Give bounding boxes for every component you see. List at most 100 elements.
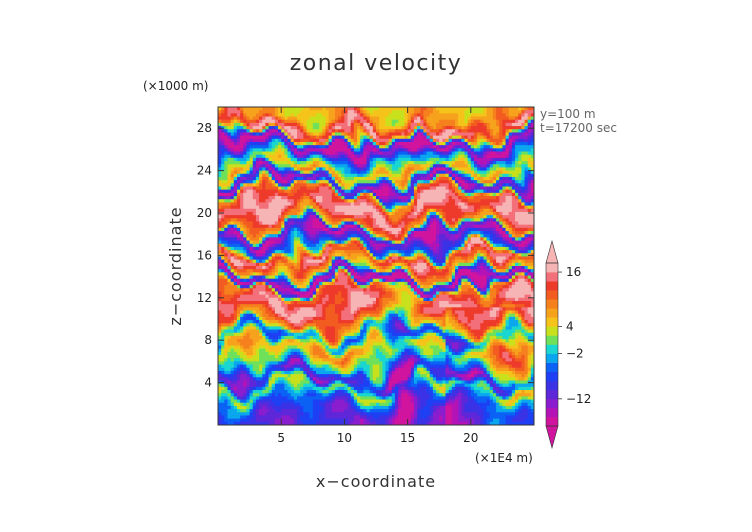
heatmap-cell (350, 154, 355, 159)
heatmap-cell (278, 107, 282, 111)
heatmap-cell (357, 122, 361, 127)
heatmap-cell (284, 192, 289, 197)
heatmap-cell (515, 231, 519, 235)
heatmap-cell (423, 189, 428, 194)
heatmap-cell (350, 180, 355, 184)
heatmap-cell (527, 205, 532, 210)
heatmap-cell (432, 253, 437, 257)
heatmap-cell (303, 122, 307, 127)
heatmap-cell (394, 183, 399, 187)
heatmap-cell (360, 196, 364, 200)
heatmap-cell (230, 202, 235, 207)
heatmap-cell (404, 215, 409, 219)
heatmap-cell (338, 250, 342, 254)
heatmap-cell (496, 176, 500, 181)
heatmap-cell (366, 253, 371, 257)
heatmap-cell (492, 164, 497, 168)
heatmap-cell (388, 110, 393, 114)
heatmap-cell (300, 227, 304, 232)
heatmap-cell (274, 116, 279, 121)
heatmap-cell (413, 138, 418, 143)
heatmap-cell (492, 141, 497, 146)
heatmap-cell (230, 215, 235, 219)
heatmap-cell (325, 250, 330, 254)
heatmap-cell (315, 215, 320, 219)
heatmap-cell (221, 107, 225, 111)
heatmap-cell (388, 262, 393, 267)
heatmap-cell (331, 148, 336, 153)
heatmap-cell (445, 154, 450, 159)
heatmap-cell (366, 170, 371, 175)
heatmap-cell (309, 211, 314, 216)
heatmap-cell (429, 186, 434, 191)
heatmap-cell (224, 243, 228, 248)
heatmap-cell (246, 189, 251, 194)
heatmap-cell (240, 164, 244, 168)
heatmap-cell (284, 110, 289, 114)
heatmap-cell (252, 110, 257, 114)
heatmap-cell (502, 167, 507, 172)
heatmap-cell (334, 161, 339, 165)
heatmap-cell (426, 119, 431, 124)
heatmap-cell (284, 107, 289, 111)
heatmap-cell (527, 256, 532, 261)
heatmap-cell (467, 227, 472, 232)
heatmap-cell (281, 196, 285, 200)
heatmap-cell (303, 186, 307, 191)
heatmap-cell (464, 196, 469, 200)
heatmap-cell (350, 164, 355, 168)
heatmap-cell (426, 227, 431, 232)
heatmap-cell (227, 199, 232, 203)
heatmap-cell (334, 170, 339, 175)
heatmap-cell (300, 208, 304, 213)
heatmap-cell (398, 161, 402, 165)
heatmap-cell (442, 205, 447, 210)
heatmap-cell (233, 199, 238, 203)
heatmap-cell (233, 176, 238, 181)
heatmap-cell (271, 107, 276, 111)
heatmap-cell (388, 259, 393, 264)
heatmap-cell (518, 186, 522, 191)
heatmap-cell (300, 256, 304, 261)
heatmap-cell (464, 126, 469, 130)
heatmap-cell (230, 231, 235, 235)
heatmap-cell (470, 208, 475, 213)
heatmap-cell (255, 173, 260, 178)
heatmap-cell (394, 107, 399, 111)
heatmap-cell (394, 122, 399, 127)
heatmap-cell (227, 205, 232, 210)
heatmap-cell (357, 148, 361, 153)
heatmap-cell (322, 262, 326, 267)
heatmap-cell (455, 240, 459, 245)
heatmap-cell (243, 186, 247, 191)
heatmap-cell (246, 208, 251, 213)
heatmap-cell (274, 240, 279, 245)
heatmap-cell (473, 170, 478, 175)
heatmap-cell (420, 119, 424, 124)
heatmap-cell (218, 176, 222, 181)
heatmap-cell (385, 173, 390, 178)
heatmap-cell (322, 183, 326, 187)
heatmap-cell (502, 164, 507, 168)
heatmap-cell (224, 135, 228, 140)
heatmap-cell (401, 234, 405, 238)
heatmap-cell (508, 192, 513, 197)
heatmap-cell (439, 199, 443, 203)
heatmap-cell (379, 215, 383, 219)
heatmap-cell (448, 237, 453, 242)
heatmap-cell (363, 107, 368, 111)
heatmap-cell (284, 183, 289, 187)
heatmap-cell (448, 148, 453, 153)
heatmap-cell (265, 173, 270, 178)
heatmap-cell (401, 167, 405, 172)
heatmap-cell (265, 157, 270, 162)
heatmap-cell (439, 119, 443, 124)
heatmap-cell (363, 234, 368, 238)
heatmap-cell (376, 240, 380, 245)
heatmap-cell (303, 262, 307, 267)
heatmap-cell (455, 192, 459, 197)
heatmap-cell (413, 215, 418, 219)
heatmap-cell (480, 253, 484, 257)
heatmap-cell (413, 173, 418, 178)
heatmap-cell (287, 246, 292, 251)
